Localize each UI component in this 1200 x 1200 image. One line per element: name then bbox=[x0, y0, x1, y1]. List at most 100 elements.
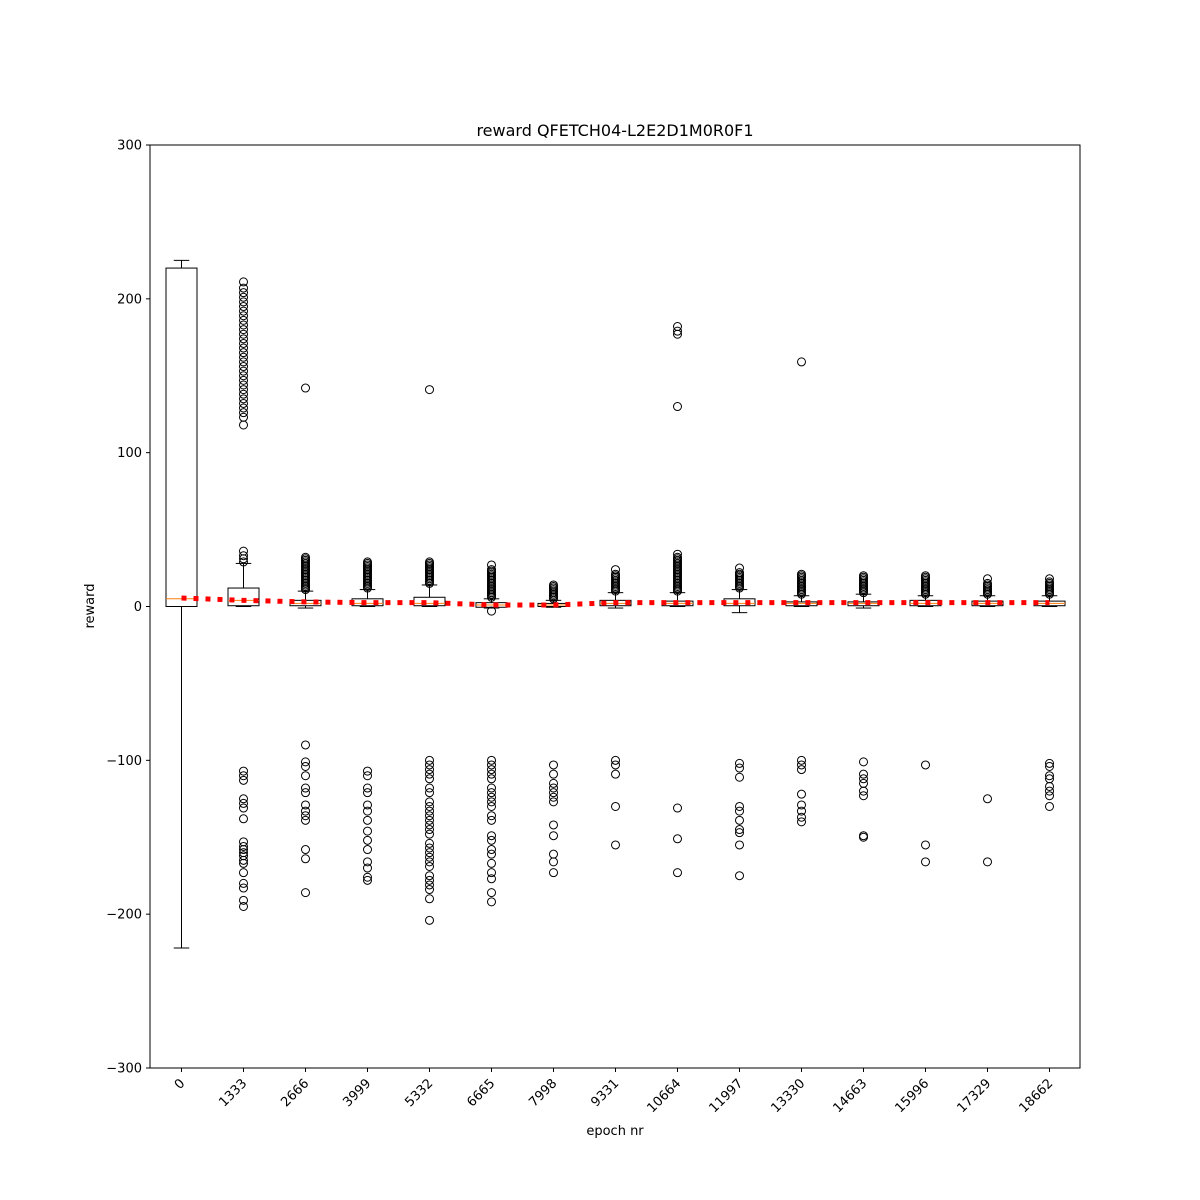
outlier-point bbox=[239, 302, 248, 312]
outlier-point bbox=[363, 835, 372, 845]
outlier-point bbox=[239, 348, 248, 358]
box-group bbox=[723, 563, 756, 881]
x-tick-label: 2666 bbox=[278, 1076, 312, 1110]
outlier-point bbox=[239, 771, 248, 781]
outlier-point bbox=[239, 352, 248, 362]
outlier-point bbox=[487, 897, 496, 907]
outlier-point bbox=[239, 297, 248, 307]
outlier-point bbox=[487, 797, 496, 807]
outlier-point bbox=[1045, 758, 1054, 768]
outlier-point bbox=[425, 838, 434, 848]
outlier-point bbox=[859, 832, 868, 842]
outlier-point bbox=[859, 774, 868, 784]
outlier-point bbox=[239, 408, 248, 418]
outlier-point bbox=[735, 568, 744, 578]
outlier-point bbox=[487, 845, 496, 855]
outlier-point bbox=[363, 857, 372, 867]
outlier-point bbox=[301, 854, 310, 864]
outlier-point bbox=[239, 366, 248, 376]
box-group bbox=[909, 571, 942, 867]
outlier-point bbox=[797, 789, 806, 799]
outlier-point bbox=[425, 765, 434, 775]
outlier-point bbox=[487, 606, 496, 616]
outlier-point bbox=[549, 820, 558, 830]
x-tick-label: 9331 bbox=[588, 1076, 622, 1110]
y-tick-label: −300 bbox=[106, 1062, 142, 1077]
outlier-point bbox=[673, 552, 682, 562]
outlier-point bbox=[797, 569, 806, 579]
outlier-point bbox=[797, 812, 806, 822]
outlier-point bbox=[363, 800, 372, 810]
outlier-point bbox=[425, 557, 434, 567]
outlier-point bbox=[239, 803, 248, 813]
x-tick-label: 10664 bbox=[644, 1076, 684, 1116]
box-group bbox=[971, 574, 1004, 867]
outlier-point bbox=[425, 788, 434, 798]
x-tick-label: 0 bbox=[172, 1076, 188, 1092]
outlier-point bbox=[425, 848, 434, 858]
outlier-point bbox=[239, 855, 248, 865]
outlier-point bbox=[921, 857, 930, 867]
outlier-point bbox=[425, 755, 434, 765]
outlier-point bbox=[239, 380, 248, 390]
plot-content bbox=[165, 259, 1066, 949]
outlier-point bbox=[983, 574, 992, 584]
outlier-point bbox=[239, 775, 248, 785]
outlier-point bbox=[673, 803, 682, 813]
outlier-point bbox=[487, 811, 496, 821]
outlier-point bbox=[1045, 761, 1054, 771]
outlier-point bbox=[487, 815, 496, 825]
outlier-point bbox=[797, 755, 806, 765]
outlier-point bbox=[549, 831, 558, 841]
outlier-point bbox=[239, 412, 248, 422]
outlier-point bbox=[239, 766, 248, 776]
outlier-point bbox=[549, 783, 558, 793]
outlier-point bbox=[487, 874, 496, 884]
outlier-point bbox=[239, 557, 248, 567]
outlier-point bbox=[673, 322, 682, 332]
x-tick-label: 18662 bbox=[1016, 1076, 1056, 1116]
outlier-point bbox=[1045, 791, 1054, 801]
outlier-point bbox=[611, 569, 620, 579]
x-tick-label: 17329 bbox=[954, 1076, 994, 1116]
outlier-point bbox=[239, 306, 248, 316]
outlier-point bbox=[425, 797, 434, 807]
outlier-point bbox=[487, 769, 496, 779]
outlier-point bbox=[549, 797, 558, 807]
outlier-point bbox=[363, 783, 372, 793]
outlier-point bbox=[487, 783, 496, 793]
outlier-point bbox=[487, 835, 496, 845]
mean-line bbox=[181, 595, 1050, 608]
outlier-point bbox=[921, 840, 930, 850]
x-tick-label: 6665 bbox=[464, 1076, 498, 1110]
box-group bbox=[1033, 574, 1066, 811]
outlier-point bbox=[239, 901, 248, 911]
x-tick-label: 11997 bbox=[706, 1076, 746, 1116]
outlier-point bbox=[239, 868, 248, 878]
outlier-point bbox=[425, 915, 434, 925]
outlier-point bbox=[611, 565, 620, 575]
outlier-point bbox=[425, 894, 434, 904]
outlier-point bbox=[239, 546, 248, 556]
outlier-point bbox=[363, 557, 372, 567]
outlier-point bbox=[425, 820, 434, 830]
outlier-point bbox=[239, 371, 248, 381]
outlier-point bbox=[549, 868, 558, 878]
outlier-point bbox=[301, 740, 310, 750]
x-axis: 0 1333 2666 3999 5332 6665 7998 9331 10664 11997 1… bbox=[172, 1068, 1056, 1116]
y-tick-label: 0 bbox=[134, 600, 142, 615]
y-axis-label: reward bbox=[83, 583, 98, 628]
outlier-point bbox=[239, 357, 248, 367]
outlier-point bbox=[239, 292, 248, 302]
outlier-point bbox=[921, 760, 930, 770]
box bbox=[723, 598, 756, 607]
outlier-point bbox=[611, 801, 620, 811]
box-group bbox=[661, 322, 694, 878]
chart-title: reward QFETCH04-L2E2D1M0R0F1 bbox=[476, 121, 753, 140]
box-group bbox=[847, 571, 880, 842]
outlier-point bbox=[239, 375, 248, 385]
x-tick-label: 5332 bbox=[402, 1076, 436, 1110]
outlier-point bbox=[487, 792, 496, 802]
box-group bbox=[289, 383, 322, 898]
outlier-point bbox=[735, 815, 744, 825]
